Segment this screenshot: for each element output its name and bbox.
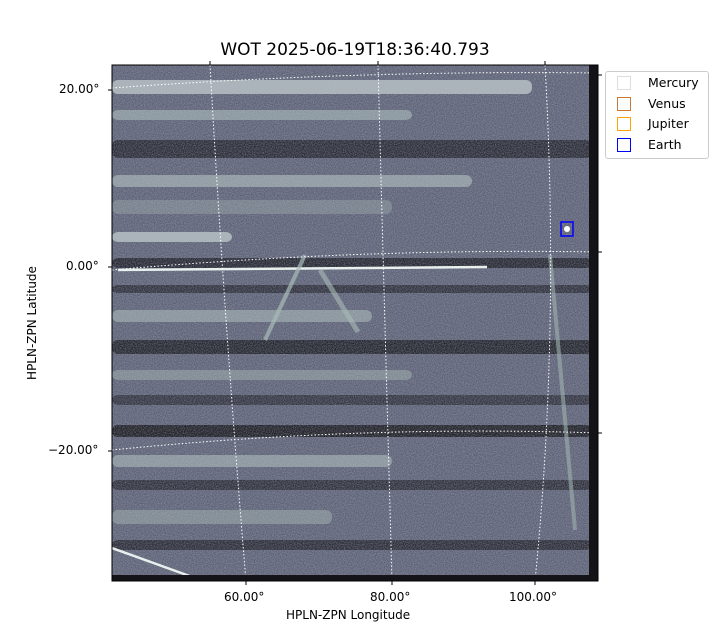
image-edge [112,575,598,581]
legend: Mercury Venus Jupiter Earth [605,71,709,159]
y-axis-label: HPLN-ZPN Latitude [25,266,39,380]
x-tick-label: 100.00° [509,590,557,604]
axes-frame [111,64,599,582]
coordinate-grid [112,65,598,581]
trail-streak [263,254,307,341]
legend-swatch [617,138,631,152]
legend-swatch [617,76,631,90]
earth-marker[interactable] [560,221,574,237]
ticks [108,61,602,585]
legend-label: Jupiter [648,116,689,131]
y-tick-label: 20.00° [59,82,100,96]
x-tick-label: 80.00° [370,590,411,604]
bright-streak [117,265,488,272]
trail-streak [317,268,361,334]
legend-label: Earth [648,137,682,152]
chart-title: WOT 2025-06-19T18:36:40.793 [220,40,490,60]
legend-swatch [617,117,631,131]
earth-point [564,226,570,232]
legend-swatch [617,97,631,111]
image-edge [589,65,598,581]
x-axis-label: HPLN-ZPN Longitude [286,608,411,622]
x-tick-label: 60.00° [224,590,265,604]
legend-label: Mercury [648,75,699,90]
bright-streak [112,546,196,580]
y-tick-label: −20.00° [48,443,99,457]
trail-streak [548,254,577,531]
y-tick-label: 0.00° [66,259,99,273]
legend-label: Venus [648,96,686,111]
